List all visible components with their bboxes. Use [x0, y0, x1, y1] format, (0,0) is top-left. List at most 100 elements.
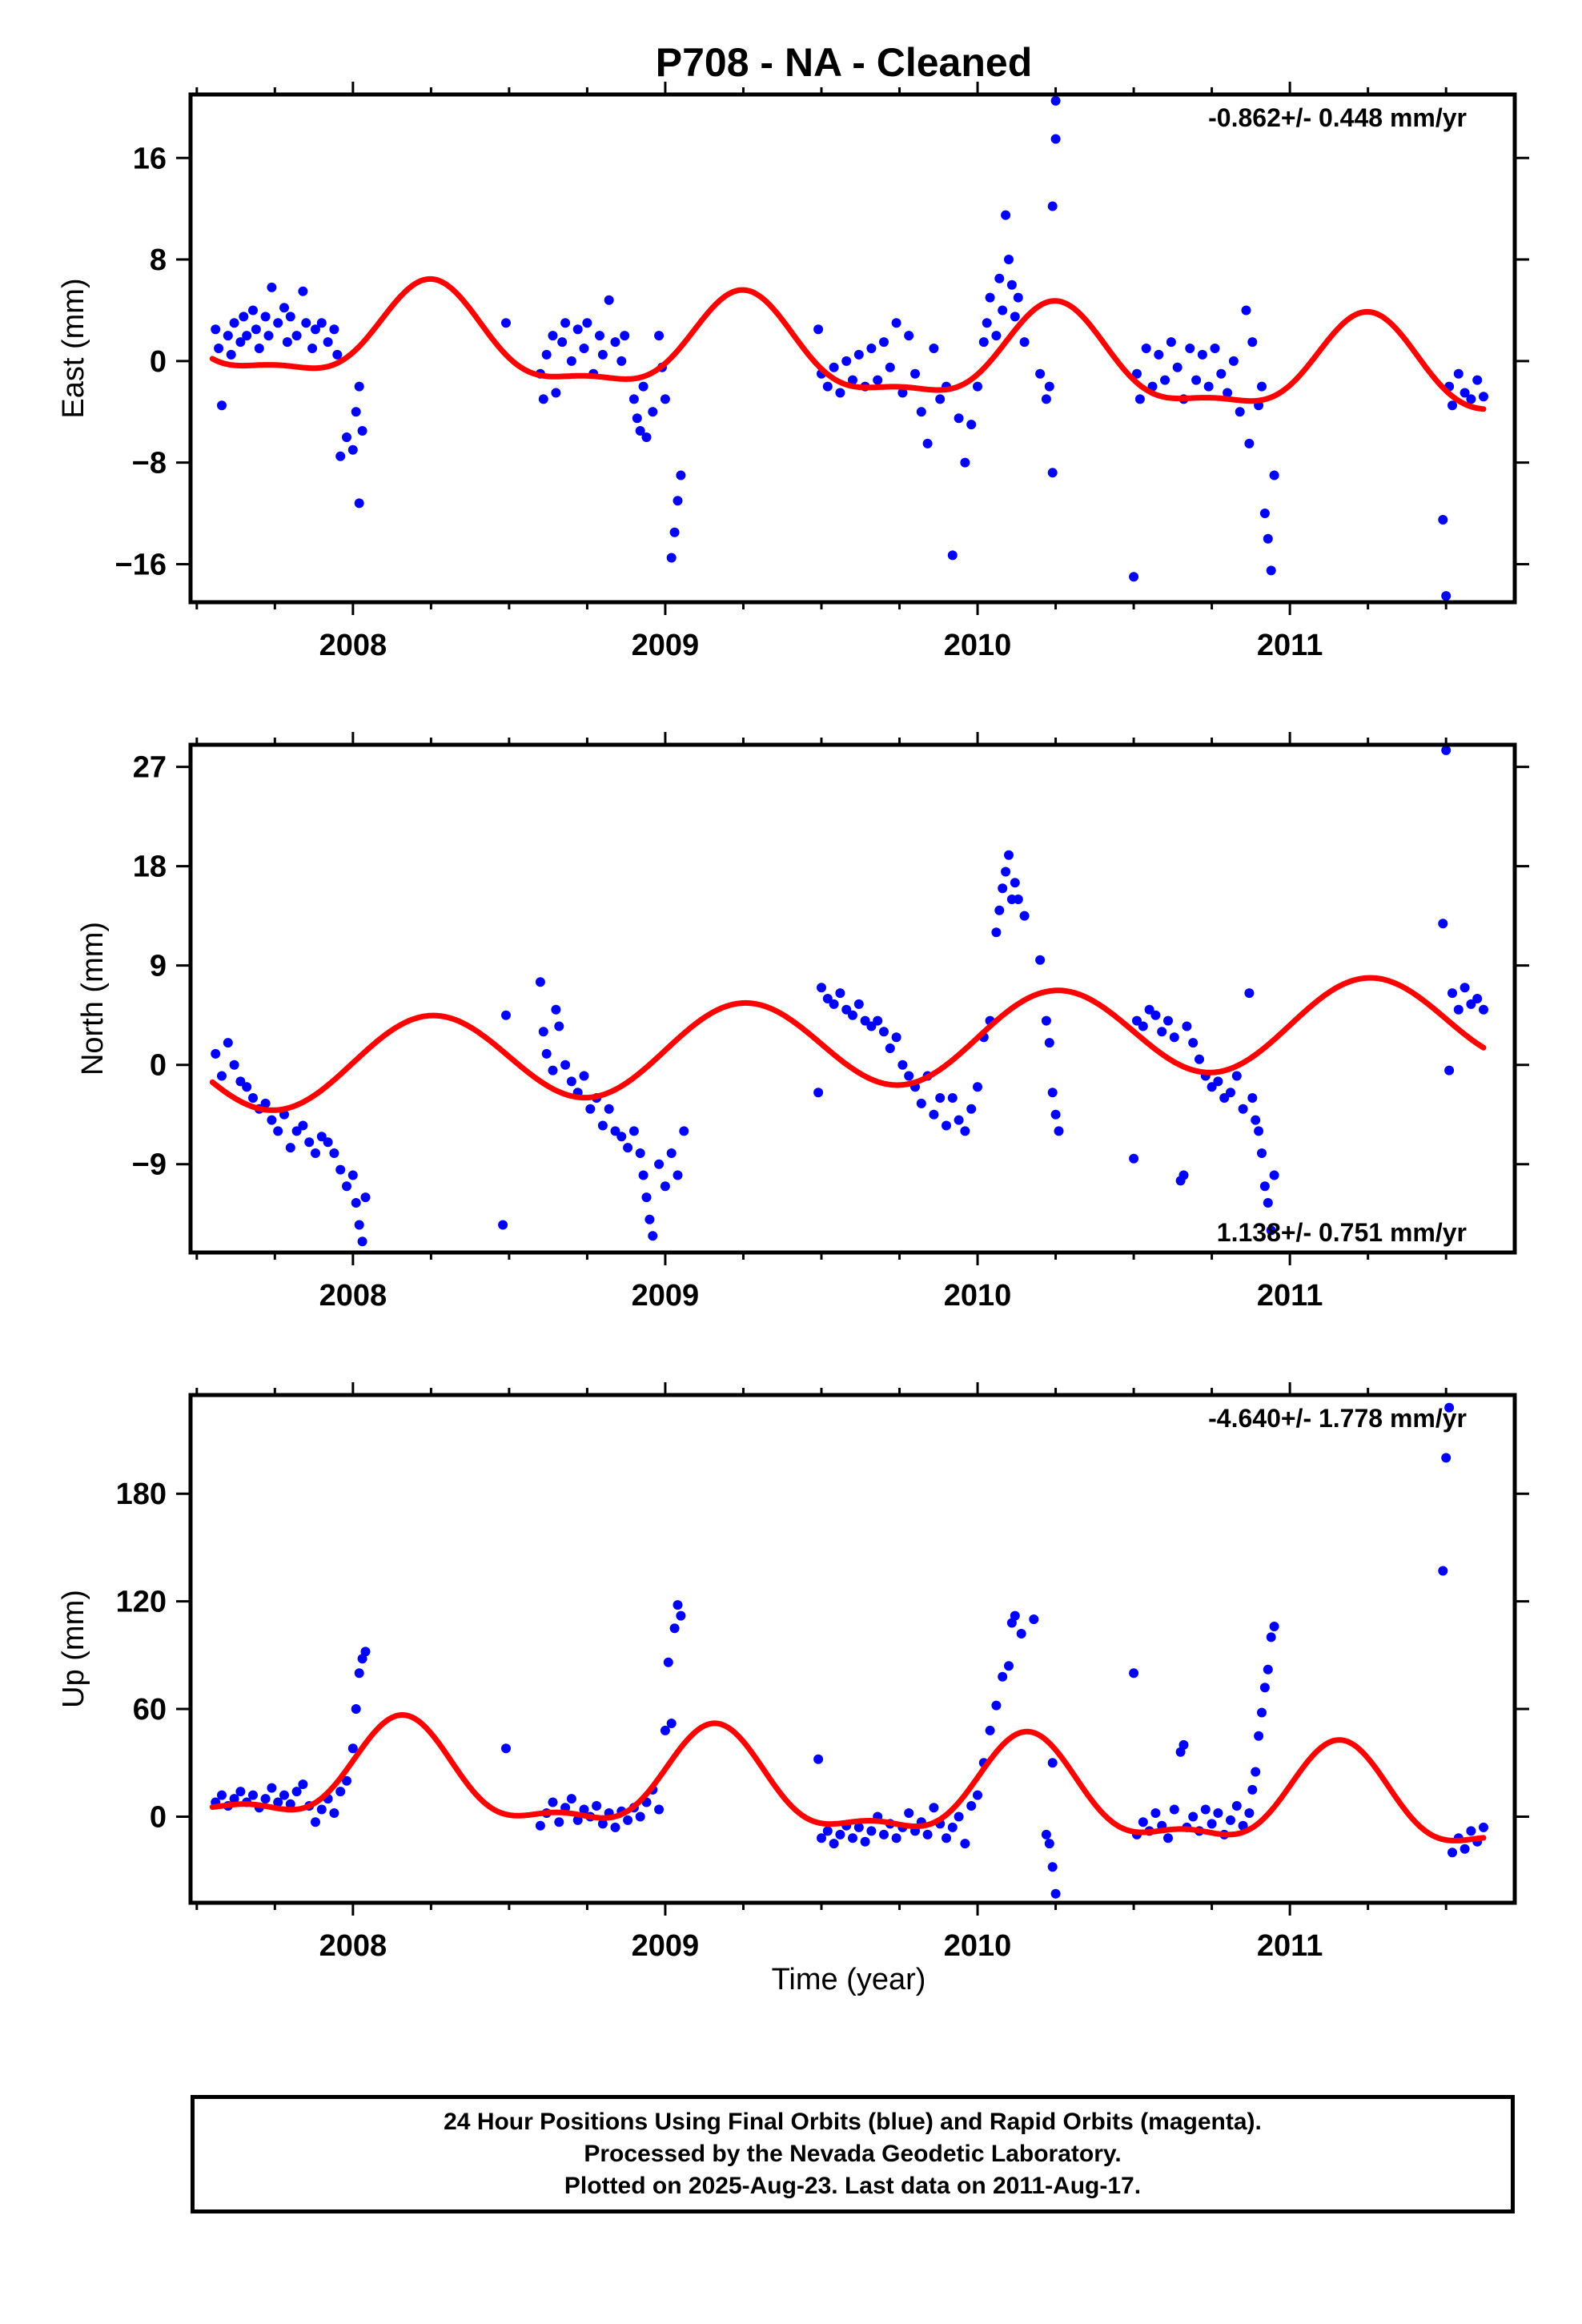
data-point: [866, 1826, 877, 1836]
panel-frame: [188, 1393, 1517, 1905]
data-point: [873, 1015, 883, 1026]
data-point: [628, 1126, 639, 1136]
data-point: [666, 1719, 677, 1728]
data-point: [1241, 305, 1251, 316]
data-point: [879, 1829, 889, 1839]
data-point: [929, 344, 939, 353]
data-point: [632, 413, 642, 424]
data-point: [592, 1801, 602, 1811]
model-curve: [209, 275, 1487, 412]
data-point: [604, 1104, 614, 1114]
data-point: [829, 362, 839, 372]
data-point: [551, 1004, 561, 1015]
data-point: [1129, 1153, 1139, 1164]
data-point: [891, 1833, 901, 1844]
x-tick-label: 2011: [1257, 629, 1323, 662]
data-point: [1203, 381, 1214, 392]
data-point: [1269, 1170, 1279, 1180]
data-point: [1247, 337, 1258, 348]
y-tick-label: 9: [150, 950, 167, 983]
data-point: [1047, 1088, 1058, 1098]
data-point: [1044, 1839, 1054, 1849]
data-point: [1047, 201, 1058, 211]
data-point: [916, 1098, 926, 1108]
data-point: [910, 368, 920, 379]
y-axis-label: East (mm): [57, 278, 90, 418]
data-point: [1157, 1027, 1167, 1037]
data-point: [1251, 1767, 1261, 1777]
data-point: [248, 305, 258, 316]
data-point: [298, 1779, 308, 1790]
data-point: [813, 1754, 824, 1764]
data-point: [535, 1820, 545, 1831]
x-tick-label: 2010: [944, 1929, 1012, 1963]
data-point: [1472, 375, 1483, 385]
data-point: [835, 388, 845, 398]
data-point: [1460, 1844, 1470, 1854]
data-point: [260, 1794, 271, 1804]
data-point: [1050, 134, 1061, 144]
data-point: [1444, 1065, 1455, 1076]
data-point: [572, 1815, 583, 1825]
data-point: [285, 1799, 295, 1809]
data-point: [1441, 1453, 1452, 1463]
data-point: [991, 331, 1002, 341]
data-point: [298, 1120, 308, 1131]
y-tick-label: 0: [150, 1049, 167, 1083]
data-point: [1254, 1126, 1264, 1136]
data-point: [1035, 368, 1046, 379]
footer-line-2: Processed by the Nevada Geodetic Laborat…: [584, 2141, 1122, 2167]
y-tick-label: −16: [115, 548, 167, 581]
data-point: [1213, 1076, 1223, 1087]
data-point: [1254, 1731, 1264, 1741]
x-tick-label: 2008: [319, 1929, 387, 1963]
data-point: [1259, 1683, 1270, 1693]
data-point: [1169, 1804, 1179, 1815]
data-point: [548, 1065, 558, 1076]
data-point: [541, 349, 552, 360]
data-point: [1263, 533, 1273, 544]
data-point: [1219, 1093, 1230, 1103]
data-point: [1444, 1402, 1455, 1413]
data-point: [254, 344, 264, 353]
data-point: [947, 1093, 958, 1103]
data-point: [285, 1143, 295, 1153]
data-point: [935, 1093, 946, 1103]
data-point: [548, 331, 558, 341]
data-point: [329, 1808, 339, 1818]
data-point: [347, 1743, 358, 1754]
data-point: [347, 1170, 358, 1180]
y-tick-label: 16: [133, 142, 167, 175]
data-point: [978, 337, 989, 348]
data-point: [628, 394, 639, 404]
data-point: [1029, 1614, 1039, 1624]
data-point: [1150, 1808, 1161, 1818]
data-point: [538, 394, 548, 404]
data-point: [501, 318, 511, 328]
panel-north: 2008 2009 2010 2011 27 18 9 0 −9 North (mm) 1.138+…: [76, 732, 1529, 1313]
data-point: [273, 1126, 283, 1136]
data-point: [648, 1231, 658, 1241]
data-point: [1257, 1148, 1267, 1158]
data-point: [1231, 1071, 1242, 1081]
data-point: [307, 344, 318, 353]
model-curve: [209, 975, 1487, 1113]
data-point: [311, 324, 320, 335]
data-point: [960, 457, 970, 468]
data-point: [1041, 394, 1051, 404]
data-point: [579, 344, 589, 353]
data-point: [332, 349, 343, 360]
data-point: [311, 1148, 320, 1158]
data-point: [1044, 381, 1054, 392]
data-point: [1178, 1739, 1189, 1750]
data-point: [638, 381, 648, 392]
data-point: [904, 1071, 914, 1081]
data-point: [291, 1787, 302, 1797]
data-point: [866, 1021, 877, 1031]
data-point: [242, 331, 252, 341]
data-point: [1479, 392, 1488, 402]
data-point: [217, 1790, 227, 1800]
data-point: [635, 1148, 645, 1158]
data-point: [582, 318, 592, 328]
